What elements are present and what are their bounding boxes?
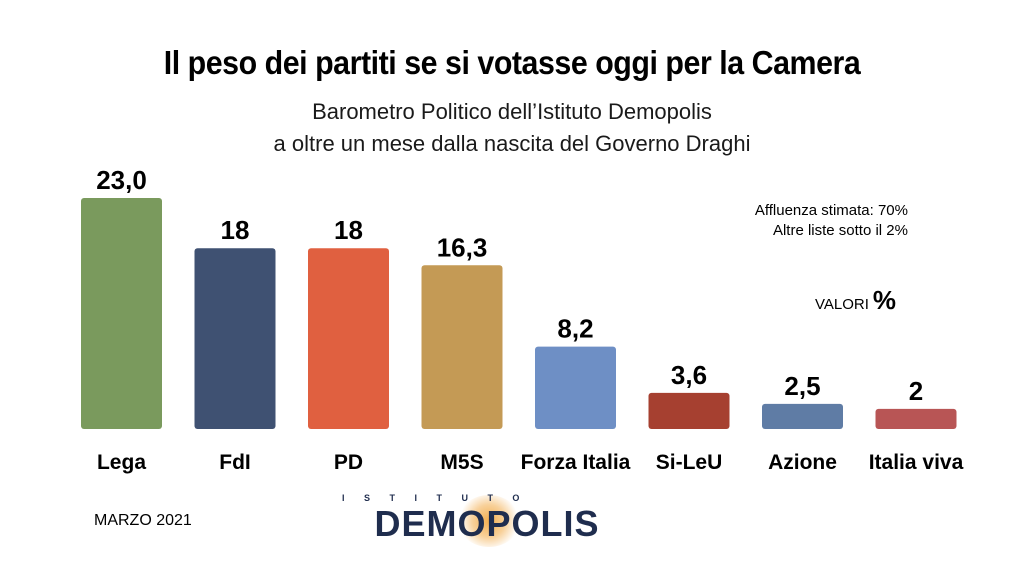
category-label-azione: Azione [768,451,837,474]
bar-lega [81,198,162,429]
survey-date: MARZO 2021 [94,512,192,529]
valori-text: VALORI [815,296,869,313]
category-label-fdi: FdI [219,451,251,474]
chart-subtitle-line1: Barometro Politico dell’Istituto Demopol… [312,99,712,124]
chart-subtitle-line2: a oltre un mese dalla nascita del Govern… [273,131,751,156]
logo-top-text: ISTITUTO [342,493,539,503]
value-label-si-leu: 3,6 [671,360,707,390]
bar-chart: 23,0 Lega 18 FdI 18 PD 16,3 M5S 8,2 Forza Italia 3… [81,165,964,474]
bar-italia-viva [875,408,957,429]
value-label-forza-italia: 8,2 [557,314,593,344]
category-label-italia-viva: Italia viva [869,451,964,474]
bar-pd [308,248,389,429]
chart-title: Il peso dei partiti se si votasse oggi p… [163,44,861,81]
value-label-m5s: 16,3 [437,232,488,262]
category-label-m5s: M5S [440,451,483,474]
category-label-si-leu: Si-LeU [656,451,723,474]
percent-sign: % [872,285,897,315]
values-unit-label: VALORI % [815,285,896,316]
category-label-forza-italia: Forza Italia [521,451,631,474]
bar-si-leu [648,392,730,429]
bar-forza-italia [535,346,616,429]
bar-fdi [194,248,276,429]
bar-azione [762,403,843,429]
category-label-pd: PD [334,451,363,474]
value-label-fdi: 18 [221,215,250,245]
value-label-pd: 18 [334,215,363,245]
logo-main-text: DEMOPOLIS [374,503,600,544]
note-altre-liste: Altre liste sotto il 2% [772,222,908,239]
value-label-azione: 2,5 [784,371,820,401]
value-label-lega: 23,0 [96,165,147,195]
note-affluenza: Affluenza stimata: 70% [754,202,908,219]
demopolis-logo: ISTITUTO DEMOPOLIS [342,493,632,547]
category-label-lega: Lega [97,451,146,474]
bar-m5s [421,265,503,429]
logo-glow [458,495,520,547]
value-label-italia-viva: 2 [909,376,923,406]
